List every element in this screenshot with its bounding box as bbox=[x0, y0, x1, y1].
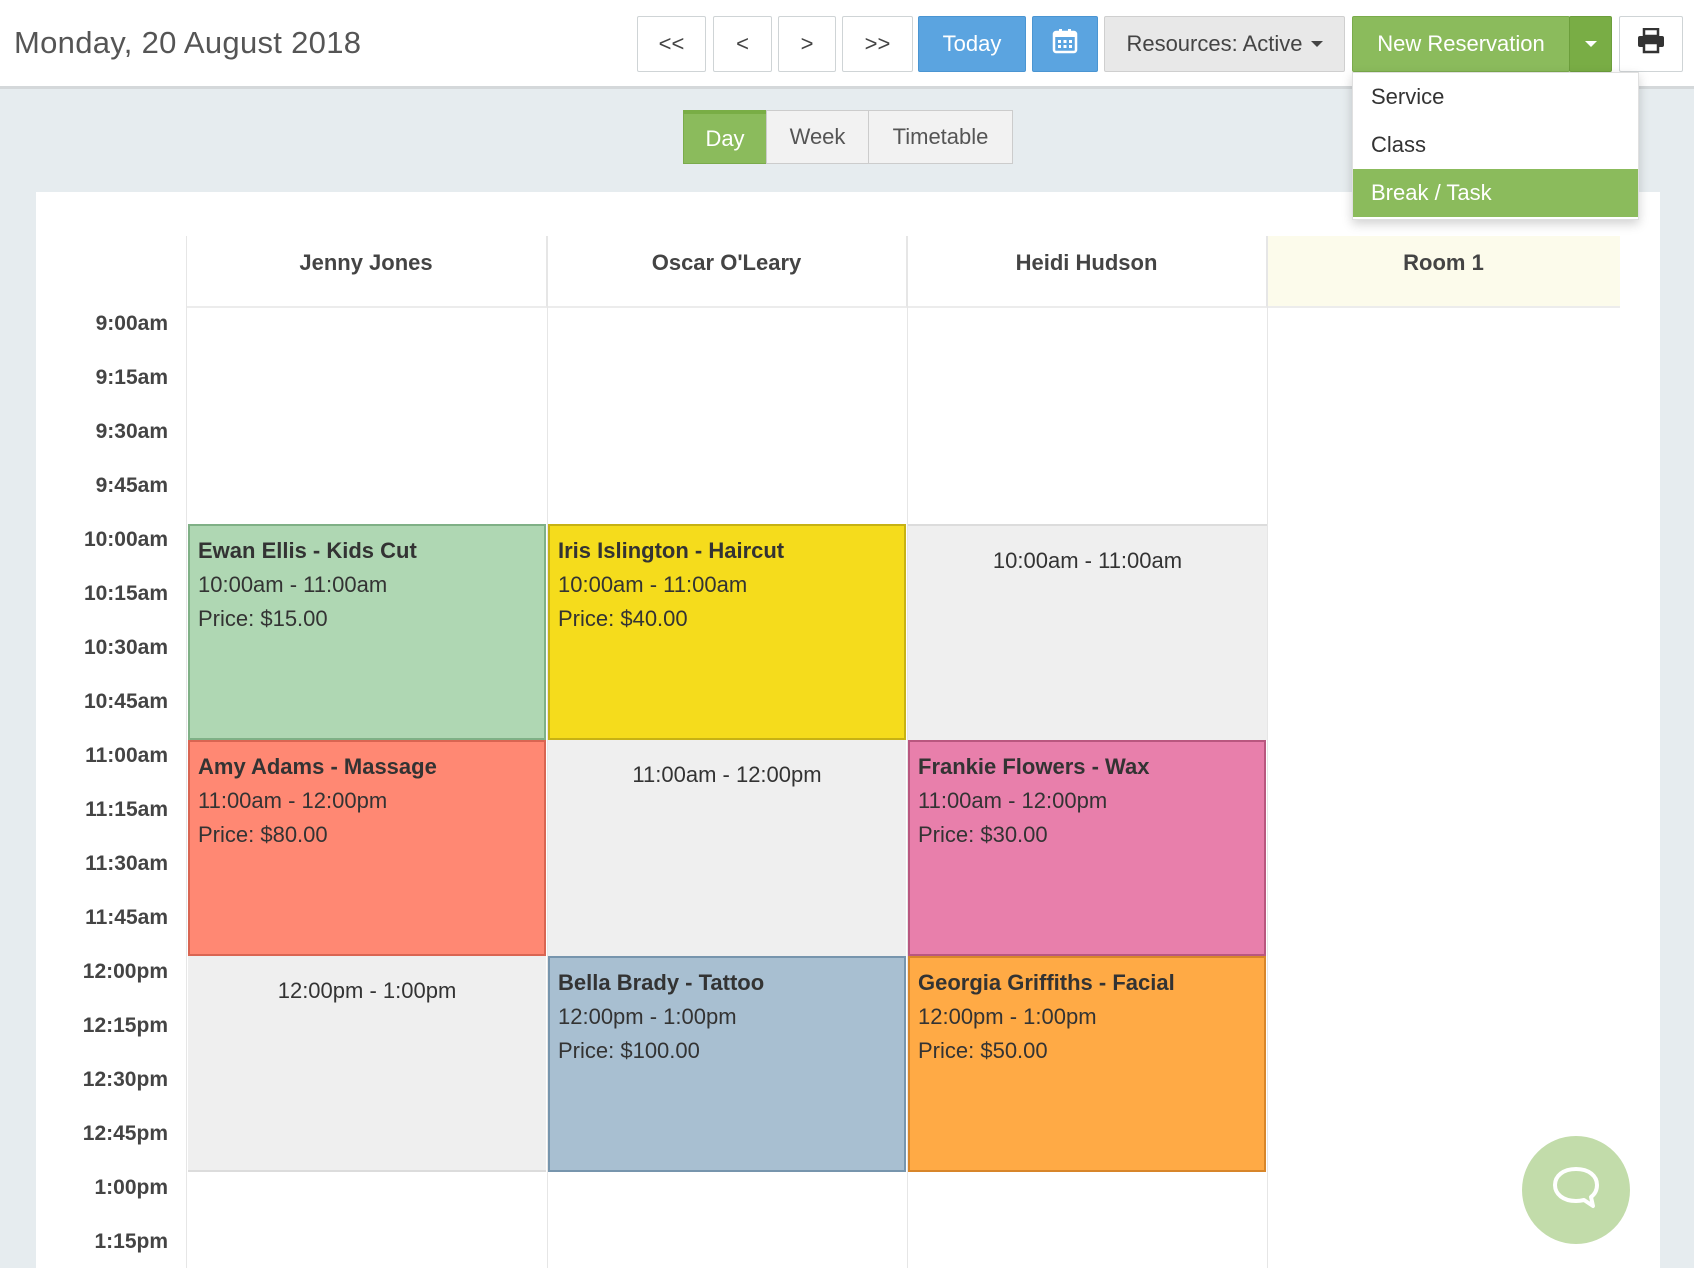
tab-day[interactable]: Day bbox=[683, 110, 767, 164]
resources-filter-label: Resources: Active bbox=[1126, 31, 1303, 56]
event-block[interactable]: Bella Brady - Tattoo 12:00pm - 1:00pm Pr… bbox=[548, 956, 906, 1172]
time-label: 10:30am bbox=[83, 636, 168, 659]
calendar-icon bbox=[1051, 27, 1079, 61]
event-title: Georgia Griffiths - Facial bbox=[918, 970, 1175, 995]
column-header-room-1: Room 1 bbox=[1267, 236, 1620, 308]
time-label: 9:45am bbox=[95, 474, 168, 497]
event-price: Price: $80.00 bbox=[198, 822, 328, 847]
menu-item-break-task[interactable]: Break / Task bbox=[1353, 169, 1638, 217]
first-page-button[interactable]: << bbox=[637, 16, 706, 72]
event-time: 10:00am - 11:00am bbox=[198, 572, 388, 597]
event-price: Price: $50.00 bbox=[918, 1038, 1048, 1063]
time-label: 11:45am bbox=[85, 906, 168, 929]
column-header-heidi-hudson: Heidi Hudson bbox=[907, 236, 1267, 308]
new-reservation-menu: Service Class Break / Task bbox=[1352, 72, 1639, 220]
top-bar: Monday, 20 August 2018 << < > >> Today R… bbox=[0, 0, 1694, 89]
print-button[interactable] bbox=[1619, 16, 1683, 72]
menu-item-service[interactable]: Service bbox=[1371, 84, 1445, 109]
view-tabs: Day Week Timetable bbox=[683, 110, 1013, 164]
time-label: 9:15am bbox=[95, 366, 168, 389]
event-block[interactable]: Georgia Griffiths - Facial 12:00pm - 1:0… bbox=[908, 956, 1266, 1172]
new-reservation-button[interactable]: New Reservation bbox=[1352, 16, 1570, 72]
chat-bubble-icon bbox=[1551, 1165, 1601, 1216]
time-label: 10:00am bbox=[83, 528, 168, 551]
event-block[interactable]: Frankie Flowers - Wax 11:00am - 12:00pm … bbox=[908, 740, 1266, 956]
unavailable-slot-time: 11:00am - 12:00pm bbox=[632, 762, 822, 787]
time-label: 9:00am bbox=[95, 312, 168, 335]
printer-icon bbox=[1637, 27, 1665, 60]
event-block[interactable]: Amy Adams - Massage 11:00am - 12:00pm Pr… bbox=[188, 740, 546, 956]
event-title: Iris Islington - Haircut bbox=[558, 538, 785, 563]
time-label: 12:15pm bbox=[82, 1014, 168, 1037]
time-label: 1:00pm bbox=[94, 1176, 168, 1199]
time-label: 12:00pm bbox=[82, 960, 168, 983]
time-label: 1:15pm bbox=[94, 1230, 168, 1253]
current-date: Monday, 20 August 2018 bbox=[14, 25, 362, 60]
chevron-down-icon bbox=[1584, 41, 1597, 47]
calendar-picker-button[interactable] bbox=[1032, 16, 1098, 72]
column-divider bbox=[186, 236, 187, 1268]
event-price: Price: $30.00 bbox=[918, 822, 1048, 847]
event-time: 11:00am - 12:00pm bbox=[918, 788, 1108, 813]
column-header-oscar-oleary: Oscar O'Leary bbox=[547, 236, 907, 308]
event-time: 10:00am - 11:00am bbox=[558, 572, 748, 597]
event-time: 12:00pm - 1:00pm bbox=[558, 1004, 737, 1029]
time-label: 11:15am bbox=[85, 798, 168, 821]
last-page-button[interactable]: >> bbox=[842, 16, 913, 72]
column-header-jenny-jones: Jenny Jones bbox=[186, 236, 547, 308]
chat-button[interactable] bbox=[1522, 1136, 1630, 1244]
event-time: 11:00am - 12:00pm bbox=[198, 788, 388, 813]
event-block[interactable]: Ewan Ellis - Kids Cut 10:00am - 11:00am … bbox=[188, 524, 546, 740]
tab-week[interactable]: Week bbox=[766, 110, 869, 164]
today-button[interactable]: Today bbox=[918, 16, 1026, 72]
time-label: 10:15am bbox=[83, 582, 168, 605]
column-divider bbox=[547, 236, 548, 1268]
unavailable-slot[interactable]: 12:00pm - 1:00pm bbox=[188, 956, 546, 1172]
column-divider bbox=[907, 236, 908, 1268]
time-label: 11:30am bbox=[85, 852, 168, 875]
event-title: Ewan Ellis - Kids Cut bbox=[198, 538, 417, 563]
event-block[interactable]: Iris Islington - Haircut 10:00am - 11:00… bbox=[548, 524, 906, 740]
event-title: Bella Brady - Tattoo bbox=[558, 970, 765, 995]
time-label: 9:30am bbox=[95, 420, 168, 443]
resources-filter-dropdown[interactable]: Resources: Active bbox=[1104, 16, 1345, 72]
event-price: Price: $40.00 bbox=[558, 606, 688, 631]
chevron-down-icon bbox=[1310, 41, 1323, 47]
time-label: 12:45pm bbox=[82, 1122, 168, 1145]
unavailable-slot-time: 10:00am - 11:00am bbox=[992, 548, 1183, 573]
unavailable-slot-time: 12:00pm - 1:00pm bbox=[277, 978, 457, 1003]
event-time: 12:00pm - 1:00pm bbox=[918, 1004, 1097, 1029]
time-label: 10:45am bbox=[83, 690, 168, 713]
previous-day-button[interactable]: < bbox=[713, 16, 772, 72]
event-title: Frankie Flowers - Wax bbox=[918, 754, 1150, 779]
event-title: Amy Adams - Massage bbox=[198, 754, 437, 779]
time-label: 11:00am bbox=[85, 744, 168, 767]
next-day-button[interactable]: > bbox=[778, 16, 836, 72]
unavailable-slot[interactable]: 11:00am - 12:00pm bbox=[548, 740, 906, 956]
new-reservation-dropdown-toggle[interactable] bbox=[1569, 16, 1612, 72]
event-price: Price: $100.00 bbox=[558, 1038, 700, 1063]
menu-item-class[interactable]: Class bbox=[1371, 132, 1427, 157]
column-divider bbox=[1267, 236, 1268, 1268]
event-price: Price: $15.00 bbox=[198, 606, 328, 631]
unavailable-slot[interactable]: 10:00am - 11:00am bbox=[908, 524, 1267, 740]
tab-timetable[interactable]: Timetable bbox=[868, 110, 1013, 164]
time-label: 12:30pm bbox=[82, 1068, 168, 1091]
